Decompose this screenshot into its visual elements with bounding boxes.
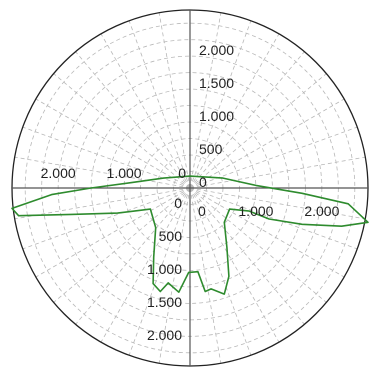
distribution-curve [11,175,369,295]
grid-spoke [22,187,191,250]
label-layer: 2.0001.5001.000500005001.0001.5002.0002.… [41,42,340,343]
grid-spoke [158,187,191,364]
grid-spoke [128,20,191,189]
tick-label-right: 1.000 [238,203,273,219]
grid-spoke [35,187,191,278]
tick-label-left: 2.000 [41,165,76,181]
tick-label-left: 0 [178,165,186,181]
grid-spoke [189,156,366,189]
grid-spoke [158,12,191,189]
grid-spoke [189,98,345,189]
tick-label-down: 500 [159,228,183,244]
axis-layer [11,9,369,367]
grid-spoke [53,187,191,303]
grid-spoke [189,73,327,189]
grid-spoke [14,187,191,220]
tick-label-down: 2.000 [147,327,182,343]
grid-spoke [189,187,252,356]
grid-spoke [35,98,191,189]
grid-spoke [189,187,358,250]
grid-spoke [189,33,280,189]
grid-spoke [189,187,280,343]
grid-spoke [128,187,191,356]
grid-spoke [189,187,366,220]
grid-spoke [189,187,222,364]
grid-spoke [53,73,191,189]
grid-spoke [100,33,191,189]
tick-label-down: 0 [174,195,182,211]
grid-spoke [100,187,191,343]
tick-label-left: 1.000 [107,165,142,181]
grid-spoke [75,187,191,325]
tick-label-up: 2.000 [199,42,234,58]
grid-spoke [14,156,191,189]
tick-label-up: 0 [199,174,207,190]
grid-spoke [75,51,191,189]
grid-spoke [189,187,327,303]
curve-layer [11,175,369,295]
tick-label-right: 0 [198,203,206,219]
grid-spoke [189,20,252,189]
tick-label-down: 1.000 [147,261,182,277]
grid-spoke [189,126,358,189]
grid-spoke [189,12,222,189]
tick-label-up: 1.500 [199,75,234,91]
tick-label-up: 1.000 [199,108,234,124]
grid-spoke [189,51,305,189]
grid-spoke [189,187,305,325]
grid-spoke [189,187,345,278]
tick-label-right: 2.000 [304,203,339,219]
tick-label-down: 1.500 [147,294,182,310]
tick-label-up: 500 [199,141,223,157]
